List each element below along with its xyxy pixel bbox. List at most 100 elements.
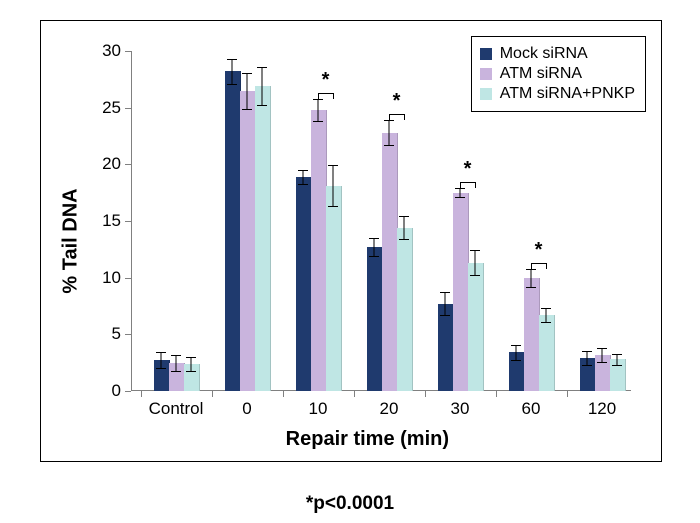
error-cap <box>156 352 166 353</box>
error-bar <box>333 165 334 206</box>
error-cap <box>511 345 521 346</box>
error-bar <box>602 348 603 362</box>
x-tick <box>141 391 142 397</box>
bar <box>296 177 312 391</box>
error-cap <box>511 360 521 361</box>
x-tick <box>425 391 426 397</box>
x-tick <box>212 391 213 397</box>
error-bar <box>318 99 319 122</box>
bar <box>453 193 469 391</box>
error-cap <box>455 188 465 189</box>
error-bar <box>191 357 192 371</box>
error-cap <box>440 292 450 293</box>
error-bar <box>546 308 547 322</box>
legend-label: Mock siRNA <box>500 45 588 63</box>
error-cap <box>242 73 252 74</box>
y-tick-label: 5 <box>112 324 121 344</box>
error-cap <box>597 348 607 349</box>
significance-footnote: *p<0.0001 <box>306 493 394 515</box>
bar <box>255 86 271 391</box>
x-tick <box>496 391 497 397</box>
bar <box>397 228 413 391</box>
error-bar <box>460 188 461 197</box>
error-bar <box>176 355 177 371</box>
error-cap <box>440 315 450 316</box>
significance-bracket-tick <box>404 114 405 120</box>
y-tick <box>125 108 131 109</box>
error-cap <box>470 250 480 251</box>
bar <box>595 355 611 391</box>
x-tick-label: 60 <box>522 399 541 419</box>
error-cap <box>313 99 323 100</box>
y-tick-label: 10 <box>102 268 121 288</box>
bar <box>509 352 525 391</box>
significance-marker: * <box>393 90 401 113</box>
error-cap <box>582 365 592 366</box>
error-cap <box>171 371 181 372</box>
error-bar <box>516 345 517 361</box>
significance-bracket <box>460 182 475 183</box>
error-cap <box>298 170 308 171</box>
bar <box>468 263 484 391</box>
error-cap <box>257 67 267 68</box>
legend-label: ATM siRNA <box>500 65 582 83</box>
legend-item: ATM siRNA+PNKP <box>480 85 635 103</box>
legend: Mock siRNA ATM siRNA ATM siRNA+PNKP <box>471 36 646 112</box>
error-cap <box>227 84 237 85</box>
y-tick-label: 25 <box>102 98 121 118</box>
error-cap <box>313 121 323 122</box>
x-tick-label: 30 <box>451 399 470 419</box>
y-axis-line <box>131 51 132 391</box>
legend-swatch <box>480 68 492 80</box>
x-tick <box>283 391 284 397</box>
bar <box>382 133 398 391</box>
bar <box>539 315 555 391</box>
error-cap <box>298 184 308 185</box>
error-cap <box>526 287 536 288</box>
error-bar <box>404 216 405 239</box>
y-tick <box>125 221 131 222</box>
significance-bracket-tick <box>333 93 334 99</box>
error-bar <box>262 67 263 106</box>
legend-item: ATM siRNA <box>480 65 635 83</box>
error-cap <box>526 269 536 270</box>
x-tick-label: 10 <box>309 399 328 419</box>
error-cap <box>186 357 196 358</box>
bar <box>367 247 383 391</box>
significance-bracket-tick <box>531 263 532 269</box>
y-tick <box>125 51 131 52</box>
error-cap <box>399 239 409 240</box>
error-bar <box>232 59 233 84</box>
y-tick-label: 15 <box>102 211 121 231</box>
significance-bracket-tick <box>475 182 476 188</box>
bar <box>240 91 256 391</box>
error-bar <box>445 292 446 315</box>
error-cap <box>171 355 181 356</box>
x-tick <box>567 391 568 397</box>
error-cap <box>612 354 622 355</box>
error-cap <box>242 109 252 110</box>
error-cap <box>384 120 394 121</box>
error-cap <box>597 362 607 363</box>
bar <box>438 304 454 391</box>
y-tick <box>125 278 131 279</box>
bar <box>580 358 596 391</box>
legend-swatch <box>480 88 492 100</box>
significance-bracket-tick <box>389 114 390 120</box>
error-cap <box>156 368 166 369</box>
x-tick-label: 20 <box>380 399 399 419</box>
error-cap <box>470 275 480 276</box>
error-bar <box>303 170 304 184</box>
x-axis-title: Repair time (min) <box>286 428 449 451</box>
x-tick-label: Control <box>149 399 204 419</box>
bar <box>311 110 327 391</box>
error-bar <box>587 351 588 365</box>
error-cap <box>369 256 379 257</box>
error-cap <box>384 145 394 146</box>
error-bar <box>161 352 162 368</box>
legend-label: ATM siRNA+PNKP <box>500 85 635 103</box>
error-cap <box>455 197 465 198</box>
error-bar <box>374 238 375 256</box>
y-tick <box>125 391 131 392</box>
error-bar <box>247 73 248 109</box>
